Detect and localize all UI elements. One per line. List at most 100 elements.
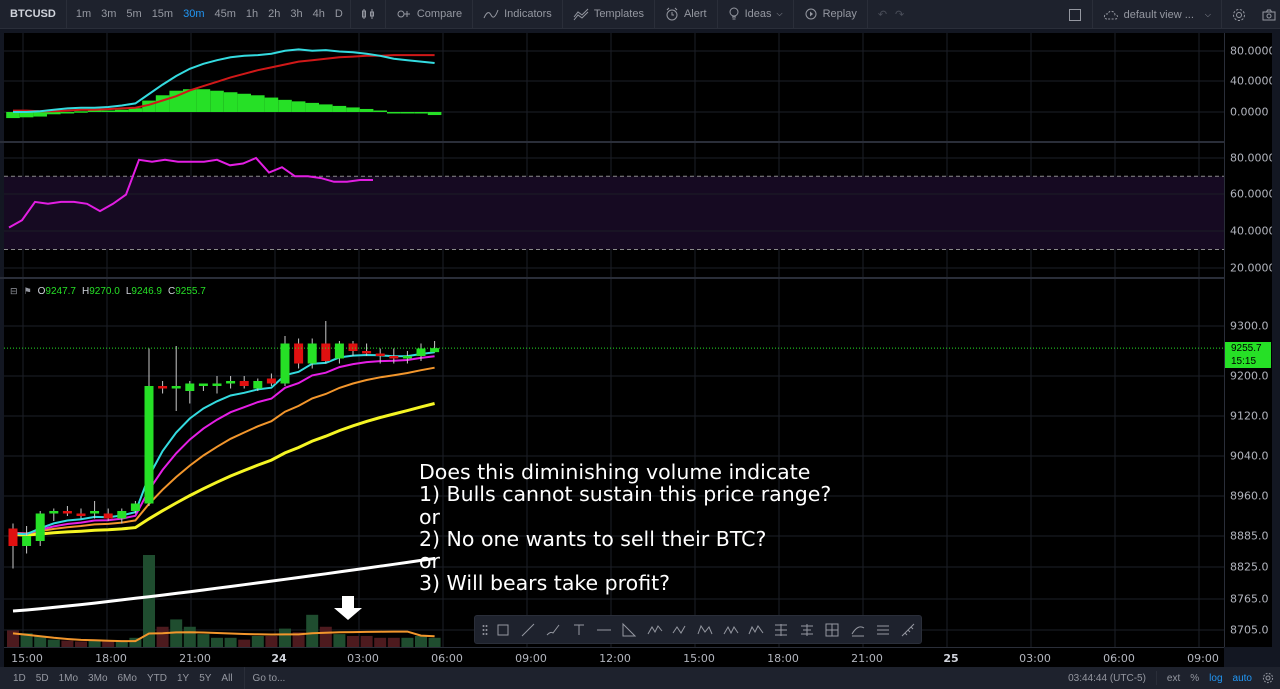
gear-icon[interactable]: [1262, 672, 1274, 684]
chart-area[interactable]: [4, 33, 1224, 647]
fullscreen-button[interactable]: [1060, 0, 1090, 29]
range-1Mo[interactable]: 1Mo: [58, 672, 79, 684]
interval-2h[interactable]: 2h: [268, 8, 281, 20]
fork-tool[interactable]: [794, 616, 819, 643]
volume-bar: [102, 641, 115, 647]
time-label: 12:00: [599, 652, 631, 665]
interval-4h[interactable]: 4h: [312, 8, 325, 20]
redo-button[interactable]: ↷: [895, 0, 912, 29]
pattern-tool-5[interactable]: [743, 616, 768, 643]
templates-label: Templates: [593, 8, 644, 20]
symbol-search[interactable]: BTCUSD: [0, 0, 67, 29]
percent-toggle[interactable]: %: [1190, 672, 1200, 684]
fullscreen-icon: [1068, 8, 1081, 21]
interval-1m[interactable]: 1m: [75, 8, 92, 20]
range-6Mo[interactable]: 6Mo: [117, 672, 137, 684]
drag-handle[interactable]: [479, 616, 490, 643]
layout-button[interactable]: default view ... ⌵: [1095, 0, 1219, 29]
candle-down: [321, 343, 331, 361]
histogram-bar: [319, 104, 333, 112]
histogram-bar: [183, 89, 197, 112]
volume-bar: [306, 614, 319, 647]
rectangle-icon: [497, 624, 509, 635]
time-label: 21:00: [179, 652, 211, 665]
range-1Y[interactable]: 1Y: [176, 672, 190, 684]
pattern-tool-4[interactable]: [718, 616, 743, 643]
time-label: 25: [943, 652, 959, 665]
indicators-icon: [483, 9, 499, 19]
axis-label: 40.0000: [1230, 74, 1276, 88]
alert-button[interactable]: Alert: [657, 0, 715, 29]
time-axis[interactable]: 15:00 18:00 21:00 24 03:00 06:00 09:00 12:00 15:…: [4, 647, 1224, 667]
legend-high-value: 9270.0: [89, 286, 120, 297]
interval-15m[interactable]: 15m: [151, 8, 174, 20]
candle-up: [35, 513, 45, 541]
auto-toggle[interactable]: auto: [1232, 672, 1252, 684]
interval-1h[interactable]: 1h: [245, 8, 259, 20]
candle-up: [402, 356, 412, 359]
legend-close-value: 9255.7: [175, 286, 206, 297]
pattern-tool-1[interactable]: [642, 616, 667, 643]
separator: [1221, 0, 1222, 29]
pattern-icon: [697, 624, 713, 634]
range-5D[interactable]: 5D: [35, 672, 49, 684]
annotation-text[interactable]: Does this diminishing volume indicate 1)…: [419, 460, 832, 596]
text-tool[interactable]: [566, 616, 591, 643]
templates-button[interactable]: Templates: [565, 0, 652, 29]
pattern-tool-2[interactable]: [667, 616, 692, 643]
range-All[interactable]: All: [221, 672, 233, 684]
undo-button[interactable]: ↶: [870, 0, 895, 29]
interval-D[interactable]: D: [334, 8, 343, 20]
interval-3m[interactable]: 3m: [101, 8, 117, 20]
right-strip: [1272, 33, 1280, 647]
volume-ma-line: [12, 630, 435, 643]
pane-separator[interactable]: [0, 277, 1276, 279]
axis-label: 20.0000: [1230, 261, 1276, 275]
pane-separator[interactable]: [0, 141, 1276, 143]
log-toggle[interactable]: log: [1209, 672, 1223, 684]
pattern-tool-3[interactable]: [693, 616, 718, 643]
range-YTD[interactable]: YTD: [146, 672, 167, 684]
measure-tool[interactable]: [896, 616, 921, 643]
axis-label: 8960.0: [1230, 489, 1269, 503]
legend-open-value: 9247.7: [45, 286, 76, 297]
pitchfork-tool[interactable]: [769, 616, 794, 643]
chart-canvas[interactable]: [4, 33, 1224, 647]
range-1D[interactable]: 1D: [13, 672, 26, 684]
replay-button[interactable]: Replay: [796, 0, 865, 29]
axis-label: 40.0000: [1230, 224, 1276, 238]
candle-down: [362, 351, 372, 354]
horizontal-ray-tool[interactable]: [591, 616, 616, 643]
rectangle-tool[interactable]: [490, 616, 515, 643]
candle-up: [307, 343, 317, 364]
interval-3h[interactable]: 3h: [290, 8, 303, 20]
interval-30m[interactable]: 30m: [183, 8, 205, 20]
brush-tool[interactable]: [541, 616, 566, 643]
goto-button[interactable]: Go to...: [252, 672, 286, 684]
interval-45m[interactable]: 45m: [214, 8, 236, 20]
collapse-icon[interactable]: ⊟: [10, 286, 18, 296]
ideas-button[interactable]: Ideas ⌵: [720, 0, 791, 29]
ext-toggle[interactable]: ext: [1166, 672, 1181, 684]
curve-icon: [851, 625, 864, 636]
settings-button[interactable]: [1224, 0, 1254, 29]
candle-down: [158, 386, 168, 389]
chart-style-button[interactable]: [353, 0, 383, 29]
price-axis[interactable]: 80.0000 40.0000 0.0000 80.0000 60.0000 4…: [1224, 33, 1276, 647]
snapshot-button[interactable]: [1254, 0, 1280, 29]
fib-tool[interactable]: [617, 616, 642, 643]
trendline-tool[interactable]: [515, 616, 540, 643]
range-3Mo[interactable]: 3Mo: [88, 672, 108, 684]
range-5Y[interactable]: 5Y: [199, 672, 212, 684]
compare-button[interactable]: Compare: [388, 0, 470, 29]
lines-tool[interactable]: [870, 616, 895, 643]
candle-up: [280, 343, 290, 384]
histogram-bar: [6, 112, 20, 119]
indicators-button[interactable]: Indicators: [475, 0, 560, 29]
candle-down: [76, 513, 86, 516]
volume-bar: [20, 633, 33, 647]
compare-label: Compare: [416, 8, 463, 20]
grid-tool[interactable]: [820, 616, 845, 643]
curve-tool[interactable]: [845, 616, 870, 643]
interval-5m[interactable]: 5m: [126, 8, 142, 20]
